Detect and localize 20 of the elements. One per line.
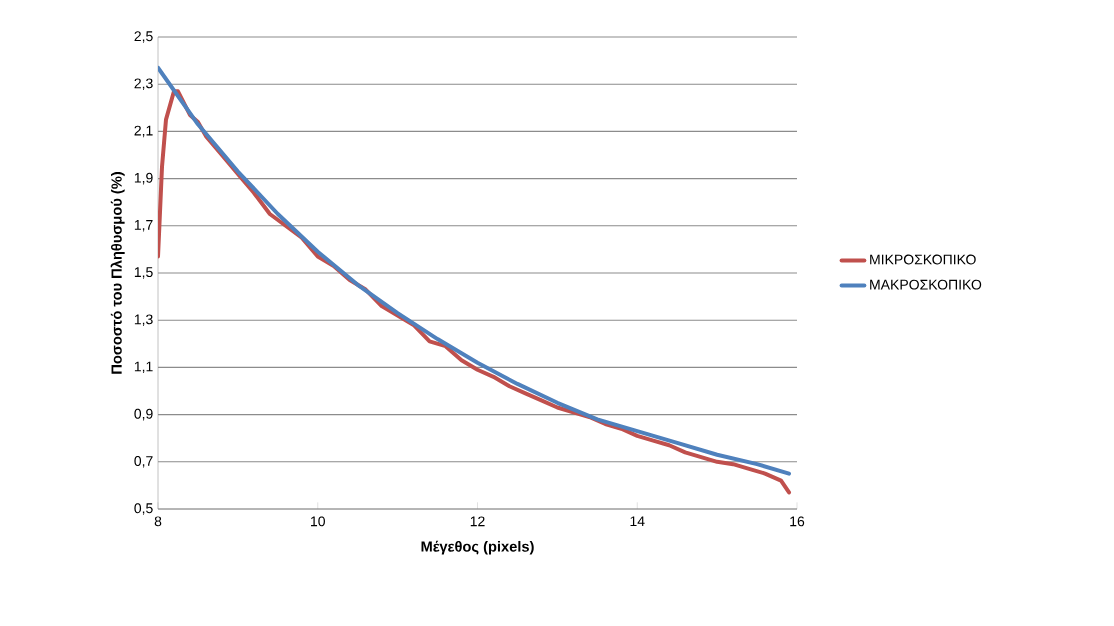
- y-tick-label: 1,9: [134, 172, 153, 185]
- legend-label: ΜΙΚΡΟΣΚΟΠΙΚΟ: [870, 254, 976, 265]
- y-tick-label: 1,3: [134, 314, 153, 326]
- y-tick-label: 0,7: [134, 456, 153, 468]
- legend-label: ΜΑΚΡΟΣΚΟΠΙΚΟ: [870, 279, 982, 290]
- x-tick-label: 10: [311, 516, 325, 527]
- x-axis-title: Μέγεθος (pixels): [421, 540, 534, 555]
- y-tick-label: 1,1: [134, 361, 153, 374]
- y-tick-label: 0,9: [134, 408, 153, 421]
- y-tick-label: 1,5: [134, 267, 153, 279]
- x-tick-label: 8: [154, 516, 162, 527]
- y-tick-label: 0,5: [134, 503, 153, 515]
- y-tick-label: 2,5: [134, 31, 153, 43]
- x-tick-label: 14: [630, 516, 645, 527]
- y-tick-label: 1,7: [134, 220, 153, 232]
- y-tick-label: 2,1: [134, 125, 153, 138]
- x-tick-label: 12: [470, 516, 485, 527]
- y-axis-title: Ποσοστό του Πληθυσμού (%): [110, 172, 125, 374]
- y-tick-label: 2,3: [134, 78, 153, 90]
- x-tick-label: 16: [790, 516, 805, 527]
